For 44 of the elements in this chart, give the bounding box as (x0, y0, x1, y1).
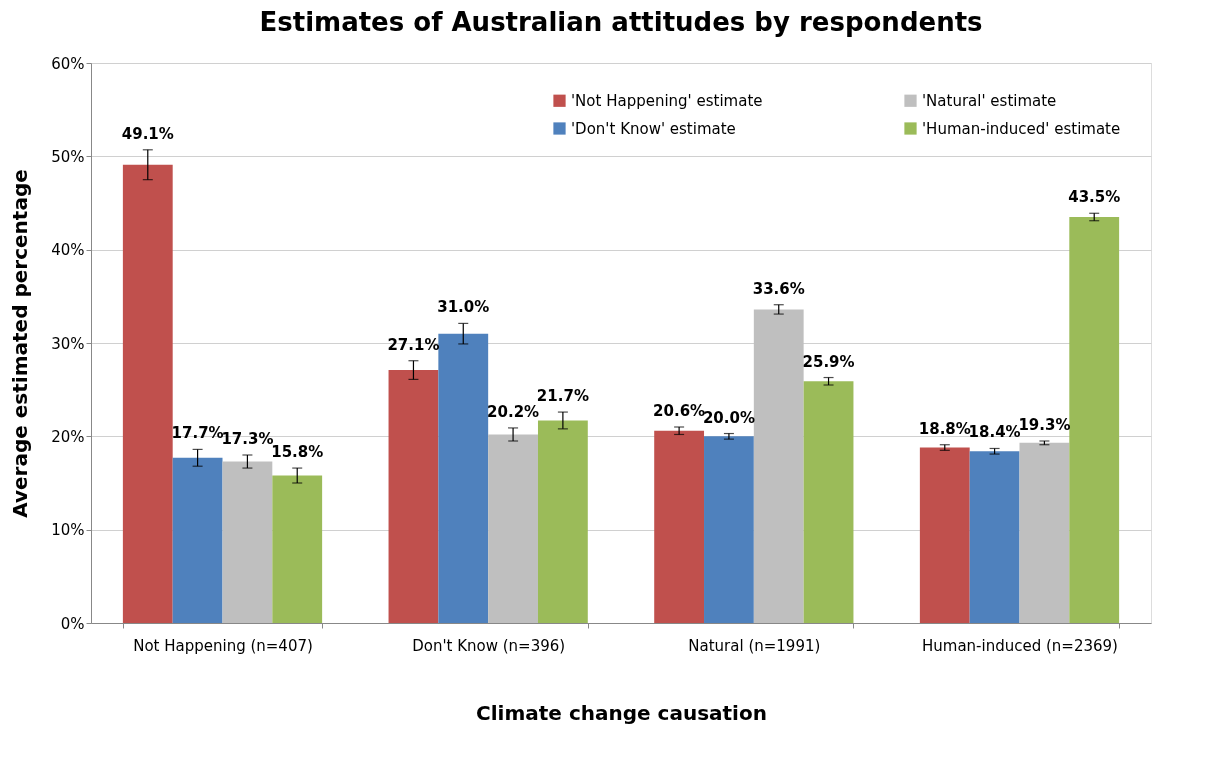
bar (222, 461, 273, 623)
legend-label: 'Not Happening' estimate (571, 91, 763, 110)
data-label: 27.1% (387, 335, 440, 354)
bar (704, 436, 754, 623)
x-tick-label: Human-induced (n=2369) (922, 636, 1118, 655)
bar (1069, 217, 1120, 623)
data-label: 15.8% (271, 443, 324, 462)
data-label: 17.7% (171, 424, 224, 443)
bar (388, 370, 439, 623)
bar (488, 434, 538, 623)
data-label: 25.9% (802, 352, 855, 371)
y-tick-label: 30% (51, 334, 85, 353)
x-axis-title: Climate change causation (476, 700, 767, 725)
data-label: 20.6% (653, 402, 706, 420)
x-tick-label: Natural (n=1991) (688, 636, 821, 655)
x-tick-label: Don't Know (n=396) (412, 636, 566, 655)
data-label: 31.0% (437, 298, 490, 317)
legend-label: 'Don't Know' estimate (571, 119, 736, 138)
data-label: 18.8% (918, 419, 971, 438)
bar (919, 447, 970, 623)
bar (654, 430, 705, 623)
bar (1019, 442, 1070, 623)
bar (122, 164, 173, 623)
bar (172, 457, 223, 623)
y-axis-title: Average estimated percentage (8, 169, 33, 518)
bar (803, 381, 854, 623)
y-tick-label: 50% (51, 147, 85, 166)
bar (272, 475, 323, 623)
bar (969, 451, 1020, 623)
y-tick-label: 60% (51, 54, 85, 73)
chart-title: Estimates of Australian attitudes by respondents (259, 7, 983, 37)
bar (537, 420, 588, 623)
bar (753, 309, 804, 623)
y-tick-label: 0% (60, 614, 85, 633)
data-label: 43.5% (1068, 188, 1121, 207)
data-label: 33.6% (752, 279, 805, 298)
bar (438, 333, 489, 623)
y-tick-label: 20% (51, 427, 85, 446)
y-tick-label: 40% (51, 241, 85, 260)
x-tick-label: Not Happening (n=407) (133, 636, 313, 655)
data-label: 49.1% (121, 124, 174, 143)
legend-label: 'Natural' estimate (922, 91, 1057, 110)
y-tick-label: 10% (51, 521, 85, 540)
legend-label: 'Human-induced' estimate (922, 119, 1121, 138)
